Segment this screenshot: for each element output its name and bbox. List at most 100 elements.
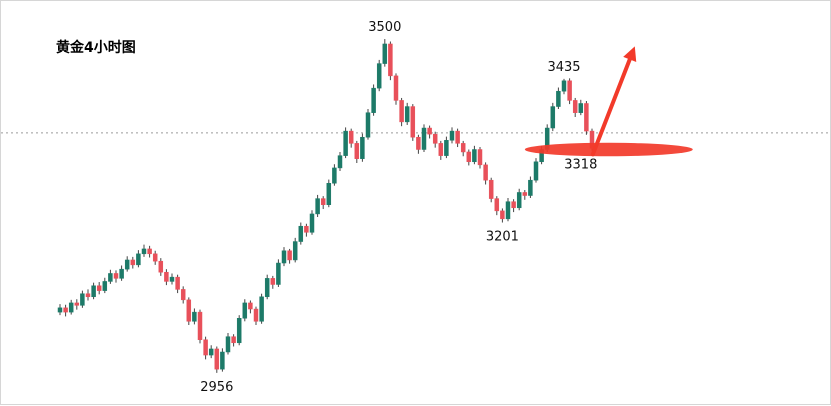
candle <box>192 308 197 325</box>
candle <box>119 265 124 281</box>
candle <box>488 177 494 203</box>
price-label: 2956 <box>200 380 233 395</box>
candle <box>108 269 113 284</box>
candle <box>248 300 253 314</box>
candle <box>102 277 108 294</box>
candle <box>242 299 248 322</box>
candle <box>466 149 472 166</box>
candle <box>270 275 276 289</box>
candle <box>550 102 556 132</box>
candle <box>388 41 393 81</box>
candle <box>572 97 578 117</box>
candle <box>281 247 287 267</box>
candle <box>315 194 320 217</box>
candle <box>410 104 416 141</box>
candle <box>80 290 85 308</box>
candle <box>416 134 421 154</box>
candle <box>505 197 511 222</box>
candle <box>85 289 91 301</box>
candle <box>264 274 270 300</box>
candle <box>332 164 337 186</box>
price-label: 3201 <box>486 230 519 245</box>
candle <box>253 306 259 325</box>
candle <box>169 273 175 285</box>
candle <box>304 223 309 237</box>
candle <box>371 84 376 116</box>
candle <box>393 73 399 105</box>
candle <box>578 99 584 116</box>
candle <box>186 297 192 325</box>
candle <box>449 127 455 144</box>
candle <box>96 282 102 295</box>
candle <box>63 304 68 317</box>
candle <box>360 133 365 162</box>
candle <box>203 336 208 360</box>
price-label: 3318 <box>564 158 597 173</box>
candle <box>343 127 348 159</box>
candle <box>130 256 136 269</box>
candle <box>382 39 388 67</box>
price-label: 3500 <box>368 20 401 35</box>
candle <box>421 124 427 152</box>
price-label: 3435 <box>547 60 580 75</box>
candle <box>376 59 382 92</box>
candle <box>528 176 533 198</box>
candle <box>455 128 460 148</box>
candle <box>214 346 220 373</box>
candle <box>584 101 589 135</box>
candle <box>460 140 466 157</box>
candle <box>276 259 281 287</box>
candle <box>220 348 225 372</box>
candle <box>561 78 567 95</box>
candle <box>292 237 298 263</box>
candle <box>231 334 236 347</box>
candle <box>287 248 292 264</box>
candle <box>427 125 432 139</box>
candle <box>533 158 539 183</box>
candle <box>404 102 410 125</box>
candle <box>444 136 449 159</box>
candle <box>399 97 404 127</box>
candle <box>152 250 158 265</box>
candle <box>477 147 483 169</box>
candle <box>432 131 438 148</box>
candle <box>158 258 164 276</box>
candle <box>511 199 516 213</box>
candle <box>68 299 74 315</box>
candle <box>337 151 343 171</box>
candle <box>164 269 169 286</box>
candle <box>522 190 528 200</box>
chart-title: 黄金4小时图 <box>56 40 136 56</box>
candle <box>472 145 477 165</box>
candle <box>516 188 522 211</box>
candle <box>348 128 354 148</box>
candle <box>236 315 242 346</box>
candle <box>175 274 180 294</box>
candle <box>326 179 332 208</box>
candle <box>438 140 444 160</box>
support-zone-highlight <box>524 142 693 157</box>
candle <box>208 345 214 359</box>
candle <box>141 244 147 257</box>
candle <box>74 299 80 310</box>
candle <box>567 78 572 105</box>
candle <box>57 304 63 316</box>
candle <box>225 332 231 355</box>
candle <box>309 210 315 235</box>
candle <box>494 196 500 216</box>
candle <box>113 270 119 283</box>
candle <box>500 208 505 223</box>
breakout-arrow <box>590 46 637 157</box>
candle <box>124 256 130 272</box>
candle <box>354 140 360 163</box>
candle <box>556 87 561 109</box>
candle <box>91 282 96 300</box>
candle <box>259 293 264 324</box>
candle <box>365 109 371 140</box>
candle <box>483 162 488 185</box>
candle <box>136 250 141 268</box>
candle <box>147 245 152 258</box>
candle <box>320 196 326 210</box>
